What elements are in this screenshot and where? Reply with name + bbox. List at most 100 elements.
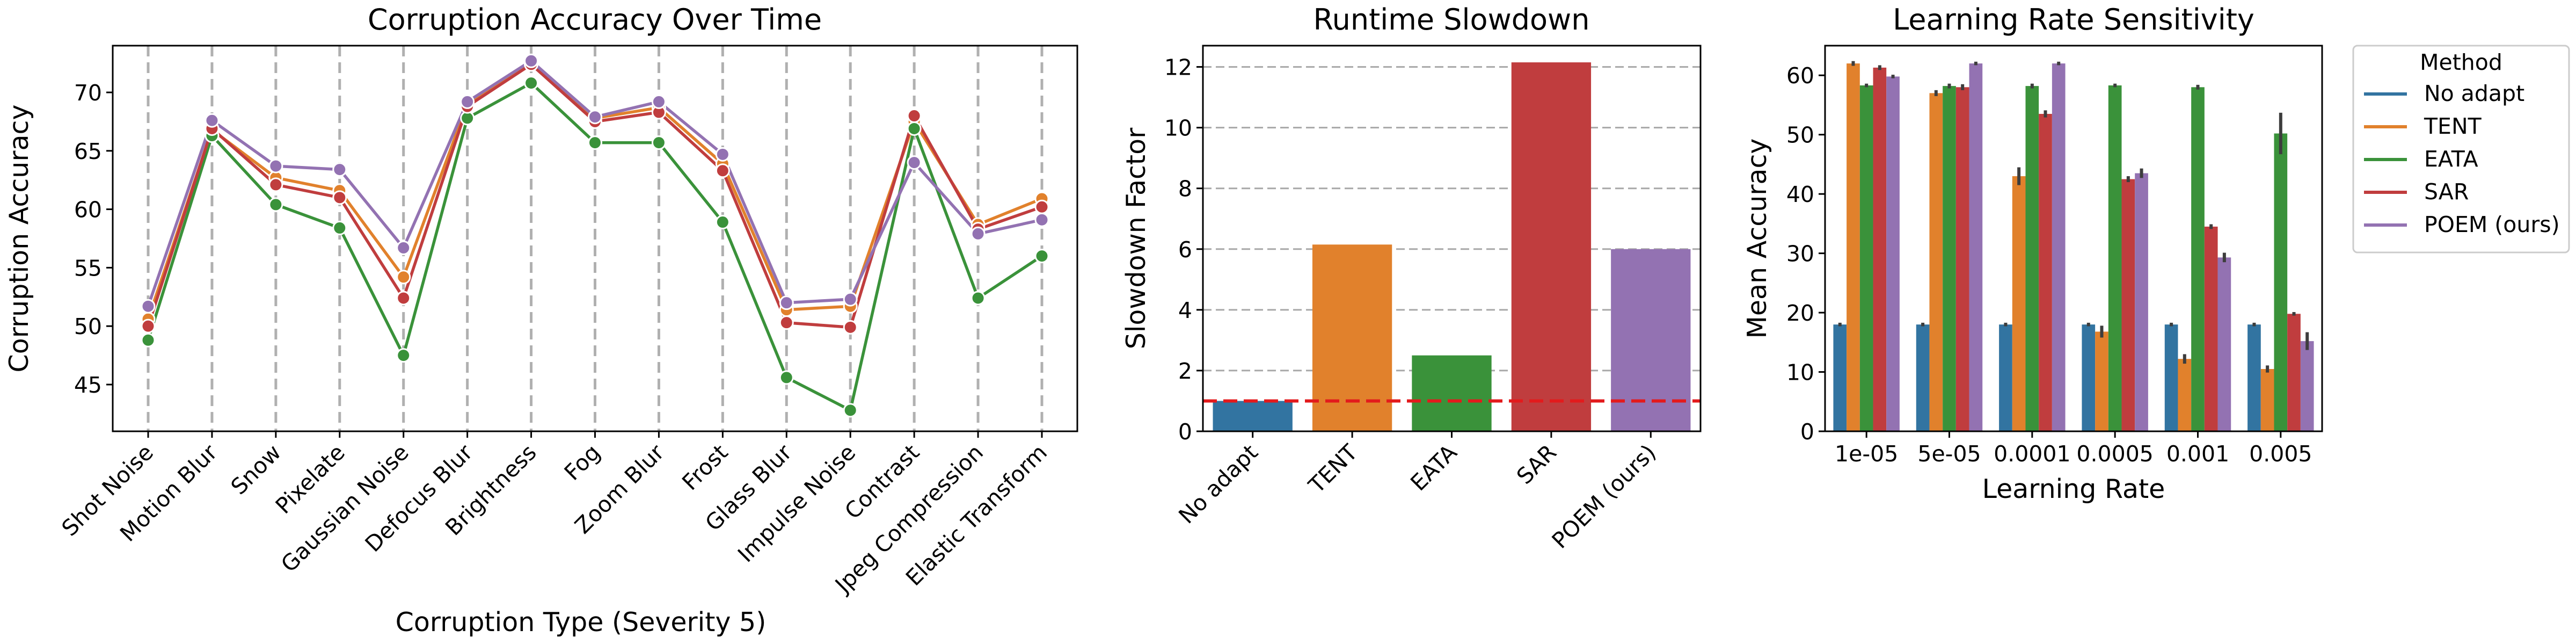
bar-poem-ours-0-0001 xyxy=(2052,63,2066,432)
bar-tent-0-0001 xyxy=(2012,176,2026,431)
line-chart-gridlines xyxy=(147,46,1043,431)
point-sar-snow xyxy=(268,177,283,192)
line-chart-y-axis-label: Corruption Accuracy xyxy=(4,105,34,373)
point-poem-ours-frost xyxy=(715,147,730,162)
legend-title: Method xyxy=(2420,49,2502,75)
point-poem-ours-zoom-blur xyxy=(651,94,666,109)
point-poem-ours-contrast xyxy=(907,155,922,170)
point-eata-snow xyxy=(268,197,283,212)
legend-label-tent: TENT xyxy=(2424,113,2482,139)
point-poem-ours-defocus-blur xyxy=(460,94,475,109)
y-tick-label-50: 50 xyxy=(1786,122,1814,148)
bar-eata-0-0005 xyxy=(2108,85,2122,432)
bar-sar-1e-05 xyxy=(1873,67,1887,431)
line-chart-points xyxy=(141,53,1049,418)
y-tick-label-45: 45 xyxy=(74,372,102,398)
point-eata-frost xyxy=(715,215,730,230)
bar-sar xyxy=(1511,62,1592,432)
bar-no-adapt-0-0001 xyxy=(1999,324,2012,431)
y-tick-label-55: 55 xyxy=(74,255,102,281)
point-eata-glass-blur xyxy=(779,370,794,385)
bar-eata-5e-05 xyxy=(1943,86,1956,432)
point-poem-ours-fog xyxy=(588,110,602,125)
legend-label-no-adapt: No adapt xyxy=(2424,81,2524,106)
legend-label-eata: EATA xyxy=(2424,146,2478,172)
bar-sar-0-001 xyxy=(2204,226,2218,431)
y-tick-label-30: 30 xyxy=(1786,241,1814,267)
y-tick-label-6: 6 xyxy=(1178,237,1192,263)
learning-rate-panel: 0 10 20 30 40 50 60 1e-05 5e-05 0.0001 0.0005 0.00… xyxy=(1742,3,2323,504)
line-chart-title: Corruption Accuracy Over Time xyxy=(368,3,822,37)
legend-label-sar: SAR xyxy=(2424,179,2469,205)
bar-no-adapt-0-001 xyxy=(2164,324,2178,431)
bar-no-adapt-5e-05 xyxy=(1916,324,1930,431)
bar-sar-0-0001 xyxy=(2039,114,2052,431)
bar-tent-5e-05 xyxy=(1929,93,1943,431)
point-eata-jpeg-compression xyxy=(970,291,986,306)
bar-no-adapt-0-005 xyxy=(2247,324,2261,431)
point-tent-gaussian-noise xyxy=(396,270,411,285)
bar-tent xyxy=(1312,244,1392,431)
y-tick-label-2: 2 xyxy=(1178,358,1192,384)
bar-sar-0-0005 xyxy=(2121,179,2135,431)
bar-poem-ours xyxy=(1611,249,1691,431)
bar-poem-ours-5e-05 xyxy=(1969,63,1983,432)
legend-items: No adapt TENT EATA SAR POEM (ours) xyxy=(2364,81,2560,237)
bar-tent-1e-05 xyxy=(1847,63,1860,432)
learning-rate-y-ticks: 0 10 20 30 40 50 60 xyxy=(1786,63,1825,445)
point-poem-ours-snow xyxy=(268,158,283,173)
slowdown-y-ticks: 0 2 4 6 8 10 12 xyxy=(1164,55,1203,445)
point-eata-impulse-noise xyxy=(843,403,858,418)
y-tick-label-0: 0 xyxy=(1800,419,1814,445)
bar-eata-0-001 xyxy=(2191,87,2205,432)
bar-poem-ours-0-0005 xyxy=(2135,173,2148,431)
y-tick-label-60: 60 xyxy=(74,197,102,223)
x-tick-label-5e-05: 5e-05 xyxy=(1917,441,1981,467)
bar-eata-1e-05 xyxy=(1859,85,1873,432)
y-tick-label-8: 8 xyxy=(1178,176,1192,202)
learning-rate-frame xyxy=(1824,45,2323,432)
y-tick-label-60: 60 xyxy=(1786,63,1814,89)
bar-tent-0-0005 xyxy=(2095,331,2108,431)
point-poem-ours-elastic-transform xyxy=(1034,212,1049,227)
bar-no-adapt-0-0005 xyxy=(2082,324,2096,431)
y-tick-label-4: 4 xyxy=(1178,298,1192,323)
point-sar-glass-blur xyxy=(779,315,794,330)
point-eata-brightness xyxy=(524,76,539,91)
bar-eata-0-005 xyxy=(2274,133,2288,431)
x-tick-label-0-0001: 0.0001 xyxy=(1994,441,2070,467)
y-tick-label-50: 50 xyxy=(74,314,102,339)
point-sar-pixelate xyxy=(332,190,347,205)
point-poem-ours-shot-noise xyxy=(141,299,156,314)
bar-eata-0-0001 xyxy=(2025,86,2039,432)
learning-rate-error-bars xyxy=(1838,61,2309,373)
bar-no-adapt xyxy=(1213,401,1293,431)
y-tick-label-65: 65 xyxy=(74,139,102,164)
legend-label-poem-ours: POEM (ours) xyxy=(2424,212,2560,237)
y-tick-label-70: 70 xyxy=(74,80,102,106)
y-tick-label-10: 10 xyxy=(1786,360,1814,386)
point-eata-pixelate xyxy=(332,220,347,235)
point-sar-gaussian-noise xyxy=(396,291,411,306)
bar-no-adapt-1e-05 xyxy=(1833,324,1847,431)
point-poem-ours-brightness xyxy=(524,53,539,68)
point-sar-frost xyxy=(715,163,730,178)
point-sar-shot-noise xyxy=(141,319,156,334)
point-poem-ours-jpeg-compression xyxy=(970,226,986,241)
slowdown-title: Runtime Slowdown xyxy=(1313,3,1590,37)
slowdown-y-axis-label: Slowdown Factor xyxy=(1121,127,1151,349)
line-chart-x-axis-label: Corruption Type (Severity 5) xyxy=(396,607,767,638)
bar-poem-ours-0-001 xyxy=(2217,257,2231,431)
point-eata-shot-noise xyxy=(141,332,156,348)
learning-rate-bars xyxy=(1833,63,2314,432)
point-eata-gaussian-noise xyxy=(396,348,411,363)
method-legend: Method No adapt TENT EATA SAR POEM (ours) xyxy=(2352,45,2570,254)
line-chart-y-ticks: 45 50 55 60 65 70 xyxy=(74,80,113,398)
point-poem-ours-pixelate xyxy=(332,162,347,177)
bar-poem-ours-1e-05 xyxy=(1886,76,1900,431)
bar-sar-0-005 xyxy=(2287,314,2301,431)
bar-tent-0-005 xyxy=(2260,369,2274,431)
bar-eata xyxy=(1412,355,1492,431)
